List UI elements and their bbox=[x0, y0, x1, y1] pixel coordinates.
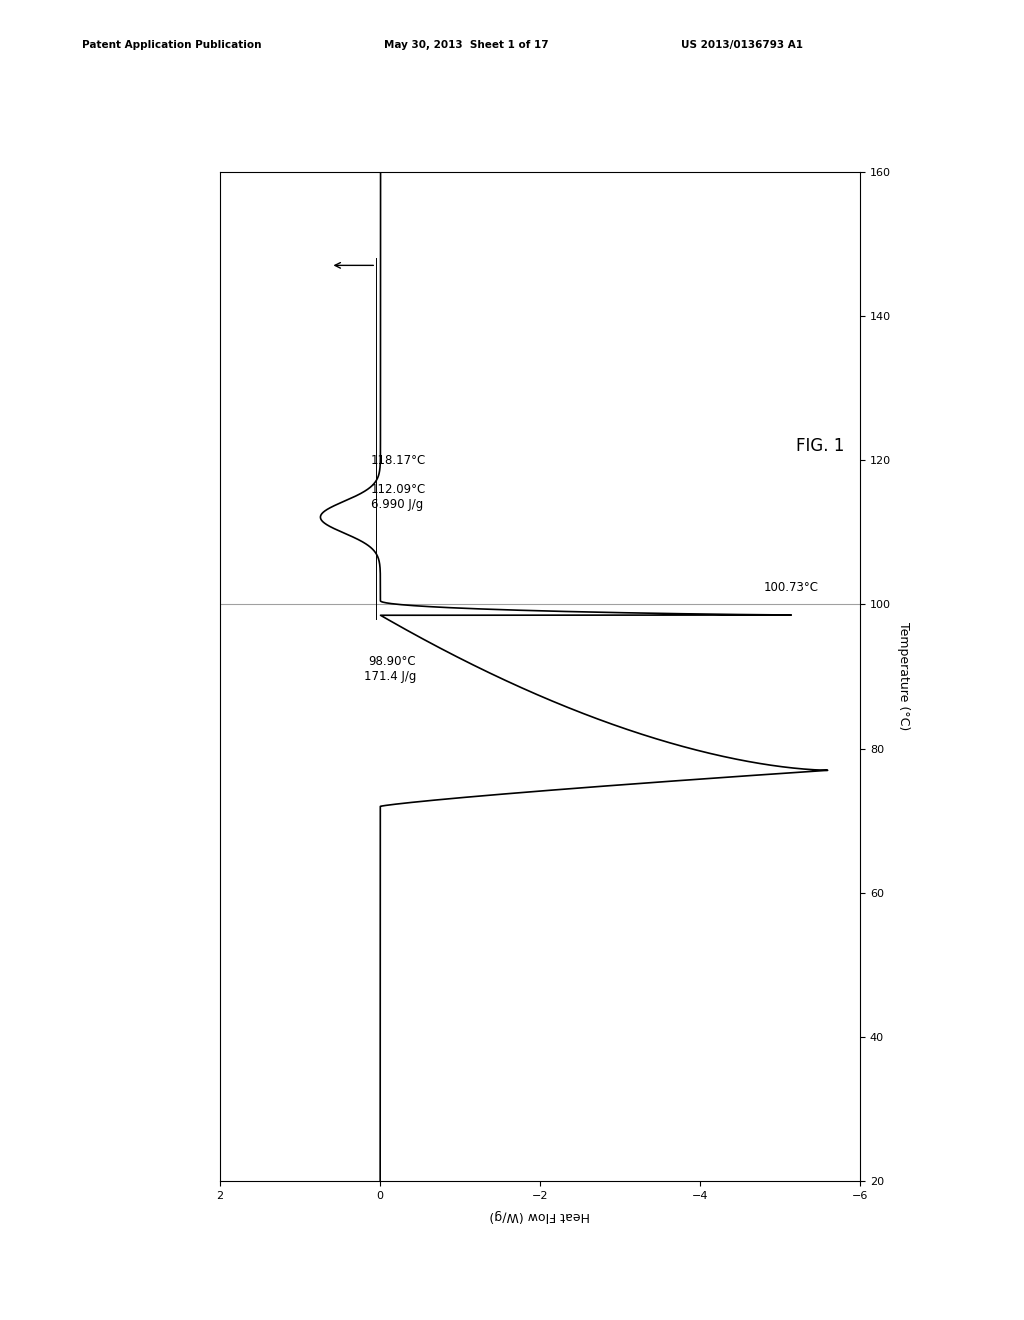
Y-axis label: Temperature (°C): Temperature (°C) bbox=[897, 622, 910, 731]
Text: 118.17°C: 118.17°C bbox=[371, 454, 426, 467]
Text: 112.09°C
6.990 J/g: 112.09°C 6.990 J/g bbox=[371, 483, 426, 511]
Text: US 2013/0136793 A1: US 2013/0136793 A1 bbox=[681, 40, 803, 50]
Text: Patent Application Publication: Patent Application Publication bbox=[82, 40, 261, 50]
Text: 98.90°C
171.4 J/g: 98.90°C 171.4 J/g bbox=[364, 655, 416, 682]
Text: 100.73°C: 100.73°C bbox=[764, 581, 819, 594]
Text: May 30, 2013  Sheet 1 of 17: May 30, 2013 Sheet 1 of 17 bbox=[384, 40, 549, 50]
X-axis label: Heat Flow (W/g): Heat Flow (W/g) bbox=[489, 1209, 591, 1222]
Text: FIG. 1: FIG. 1 bbox=[797, 437, 845, 454]
